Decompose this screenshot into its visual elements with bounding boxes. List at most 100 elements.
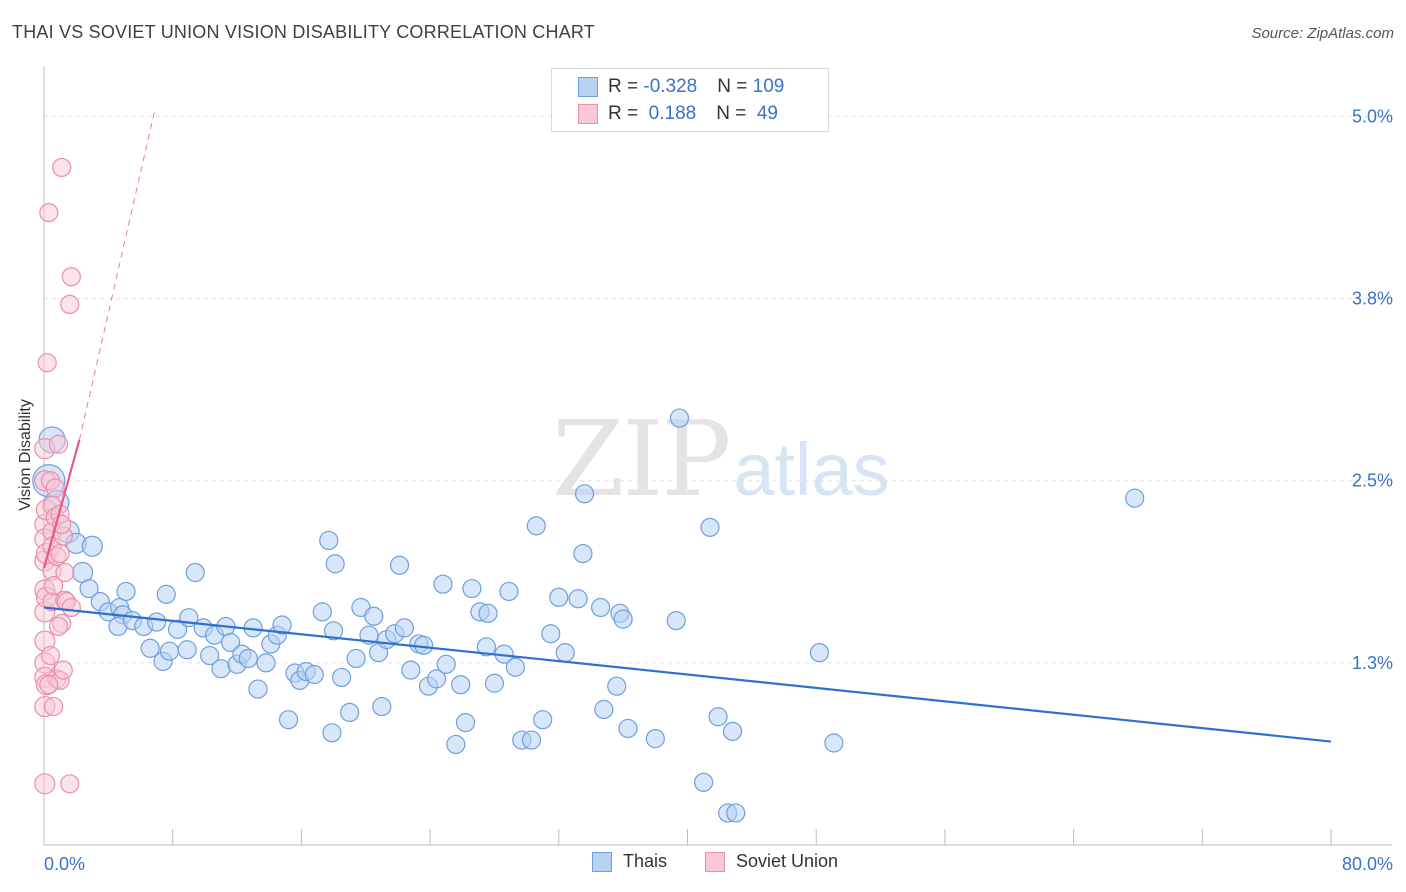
thais-point <box>272 615 292 635</box>
n-label: N = <box>716 103 752 124</box>
soviet-union-point <box>60 774 80 794</box>
soviet-union-swatch <box>578 104 598 124</box>
thais-point <box>594 699 614 720</box>
thais-point <box>618 718 638 739</box>
thais-point <box>304 664 324 685</box>
source-credit: Source: ZipAtlas.com <box>1251 25 1394 42</box>
legend-item-soviet-union[interactable]: Soviet Union <box>705 851 838 872</box>
thais-point <box>462 578 482 599</box>
y-tick-label: 5.0% <box>1352 106 1393 126</box>
soviet-union-legend-label: Soviet Union <box>736 851 839 871</box>
thais-point <box>446 734 466 755</box>
soviet-union-trend-extension <box>78 109 156 441</box>
thais-point <box>312 602 332 622</box>
thais-point <box>568 589 588 609</box>
thais-legend-label: Thais <box>623 851 668 871</box>
thais-point <box>389 555 410 575</box>
soviet-union-point <box>45 478 65 498</box>
n-value: 49 <box>751 103 778 124</box>
thais-point <box>1125 488 1145 508</box>
thais-point <box>322 723 342 743</box>
thais-point <box>359 625 379 645</box>
thais-point <box>521 730 542 750</box>
thais-point <box>433 574 453 594</box>
stats-legend: R = -0.328 N = 109 R = 0.188 N = 49 <box>551 68 829 132</box>
soviet-union-point <box>61 597 81 618</box>
soviet-union-point <box>52 157 72 178</box>
thais-point <box>455 712 476 733</box>
thais-point <box>159 641 180 661</box>
soviet-union-point <box>60 294 80 314</box>
soviet-union-point <box>37 353 57 373</box>
soviet-union-point <box>39 675 59 695</box>
thais-point <box>248 679 268 699</box>
soviet-union-point <box>48 434 69 454</box>
y-tick-label: 1.3% <box>1352 653 1393 673</box>
thais-legend-swatch <box>592 851 612 872</box>
thais-point <box>555 643 575 663</box>
r-label: R = <box>608 103 644 124</box>
r-label: R = <box>608 76 644 97</box>
y-tick-label: 3.8% <box>1352 289 1393 309</box>
legend-item-thais[interactable]: Thais <box>592 851 667 872</box>
x-tick-label: 0.0% <box>44 854 85 874</box>
soviet-union-point <box>34 773 56 795</box>
soviet-union-point <box>53 660 73 680</box>
thais-point <box>81 535 103 557</box>
soviet-union-point <box>44 576 64 596</box>
soviet-union-point <box>55 562 75 583</box>
x-tick-label: 80.0% <box>1342 854 1393 874</box>
thais-point <box>726 803 746 823</box>
thais-point <box>484 673 505 693</box>
thais-point <box>221 632 241 653</box>
soviet-union-point <box>48 616 69 637</box>
thais-point <box>666 610 686 631</box>
thais-point <box>451 675 471 695</box>
thais-point <box>200 645 220 666</box>
thais-point <box>693 772 714 792</box>
soviet-union-legend-swatch <box>705 851 725 872</box>
thais-point <box>401 660 421 680</box>
thais-point <box>319 530 339 551</box>
watermark-atlas: atlas <box>733 428 890 511</box>
stats-legend-row-soviet-union: R = 0.188 N = 49 <box>578 101 778 127</box>
n-label: N = <box>717 76 753 97</box>
thais-point <box>505 657 525 677</box>
soviet-union-point <box>61 267 81 287</box>
thais-point <box>185 562 205 583</box>
thais-point <box>140 638 160 658</box>
chart-title: THAI VS SOVIET UNION VISION DISABILITY C… <box>12 22 595 42</box>
thais-point <box>332 667 352 688</box>
thais-point <box>364 606 384 626</box>
thais-point <box>549 587 569 607</box>
thais-point <box>394 618 414 638</box>
thais-point <box>340 702 360 723</box>
soviet-union-point <box>39 203 59 223</box>
thais-point <box>476 637 497 657</box>
thais-point <box>147 612 167 632</box>
thais-point <box>116 581 136 602</box>
r-value: 0.188 <box>643 103 697 124</box>
thais-point <box>533 710 553 730</box>
y-tick-label: 2.5% <box>1352 471 1393 491</box>
n-value: 109 <box>752 76 785 97</box>
thais-point <box>574 484 595 504</box>
thais-point <box>372 696 392 717</box>
thais-point <box>238 648 258 669</box>
thais-point <box>156 584 176 604</box>
thais-point <box>211 659 231 679</box>
thais-point <box>346 648 366 669</box>
soviet-union-point <box>44 696 64 717</box>
thais-point <box>426 669 447 689</box>
thais-point <box>824 733 844 753</box>
thais-point <box>177 640 197 660</box>
thais-point <box>526 516 546 536</box>
thais-point <box>499 581 519 602</box>
r-value: -0.328 <box>643 76 698 97</box>
stats-legend-row-thais: R = -0.328 N = 109 <box>578 74 784 100</box>
thais-point <box>700 517 720 537</box>
thais-point <box>613 609 633 629</box>
thais-point <box>645 729 665 749</box>
thais-point <box>722 721 743 741</box>
